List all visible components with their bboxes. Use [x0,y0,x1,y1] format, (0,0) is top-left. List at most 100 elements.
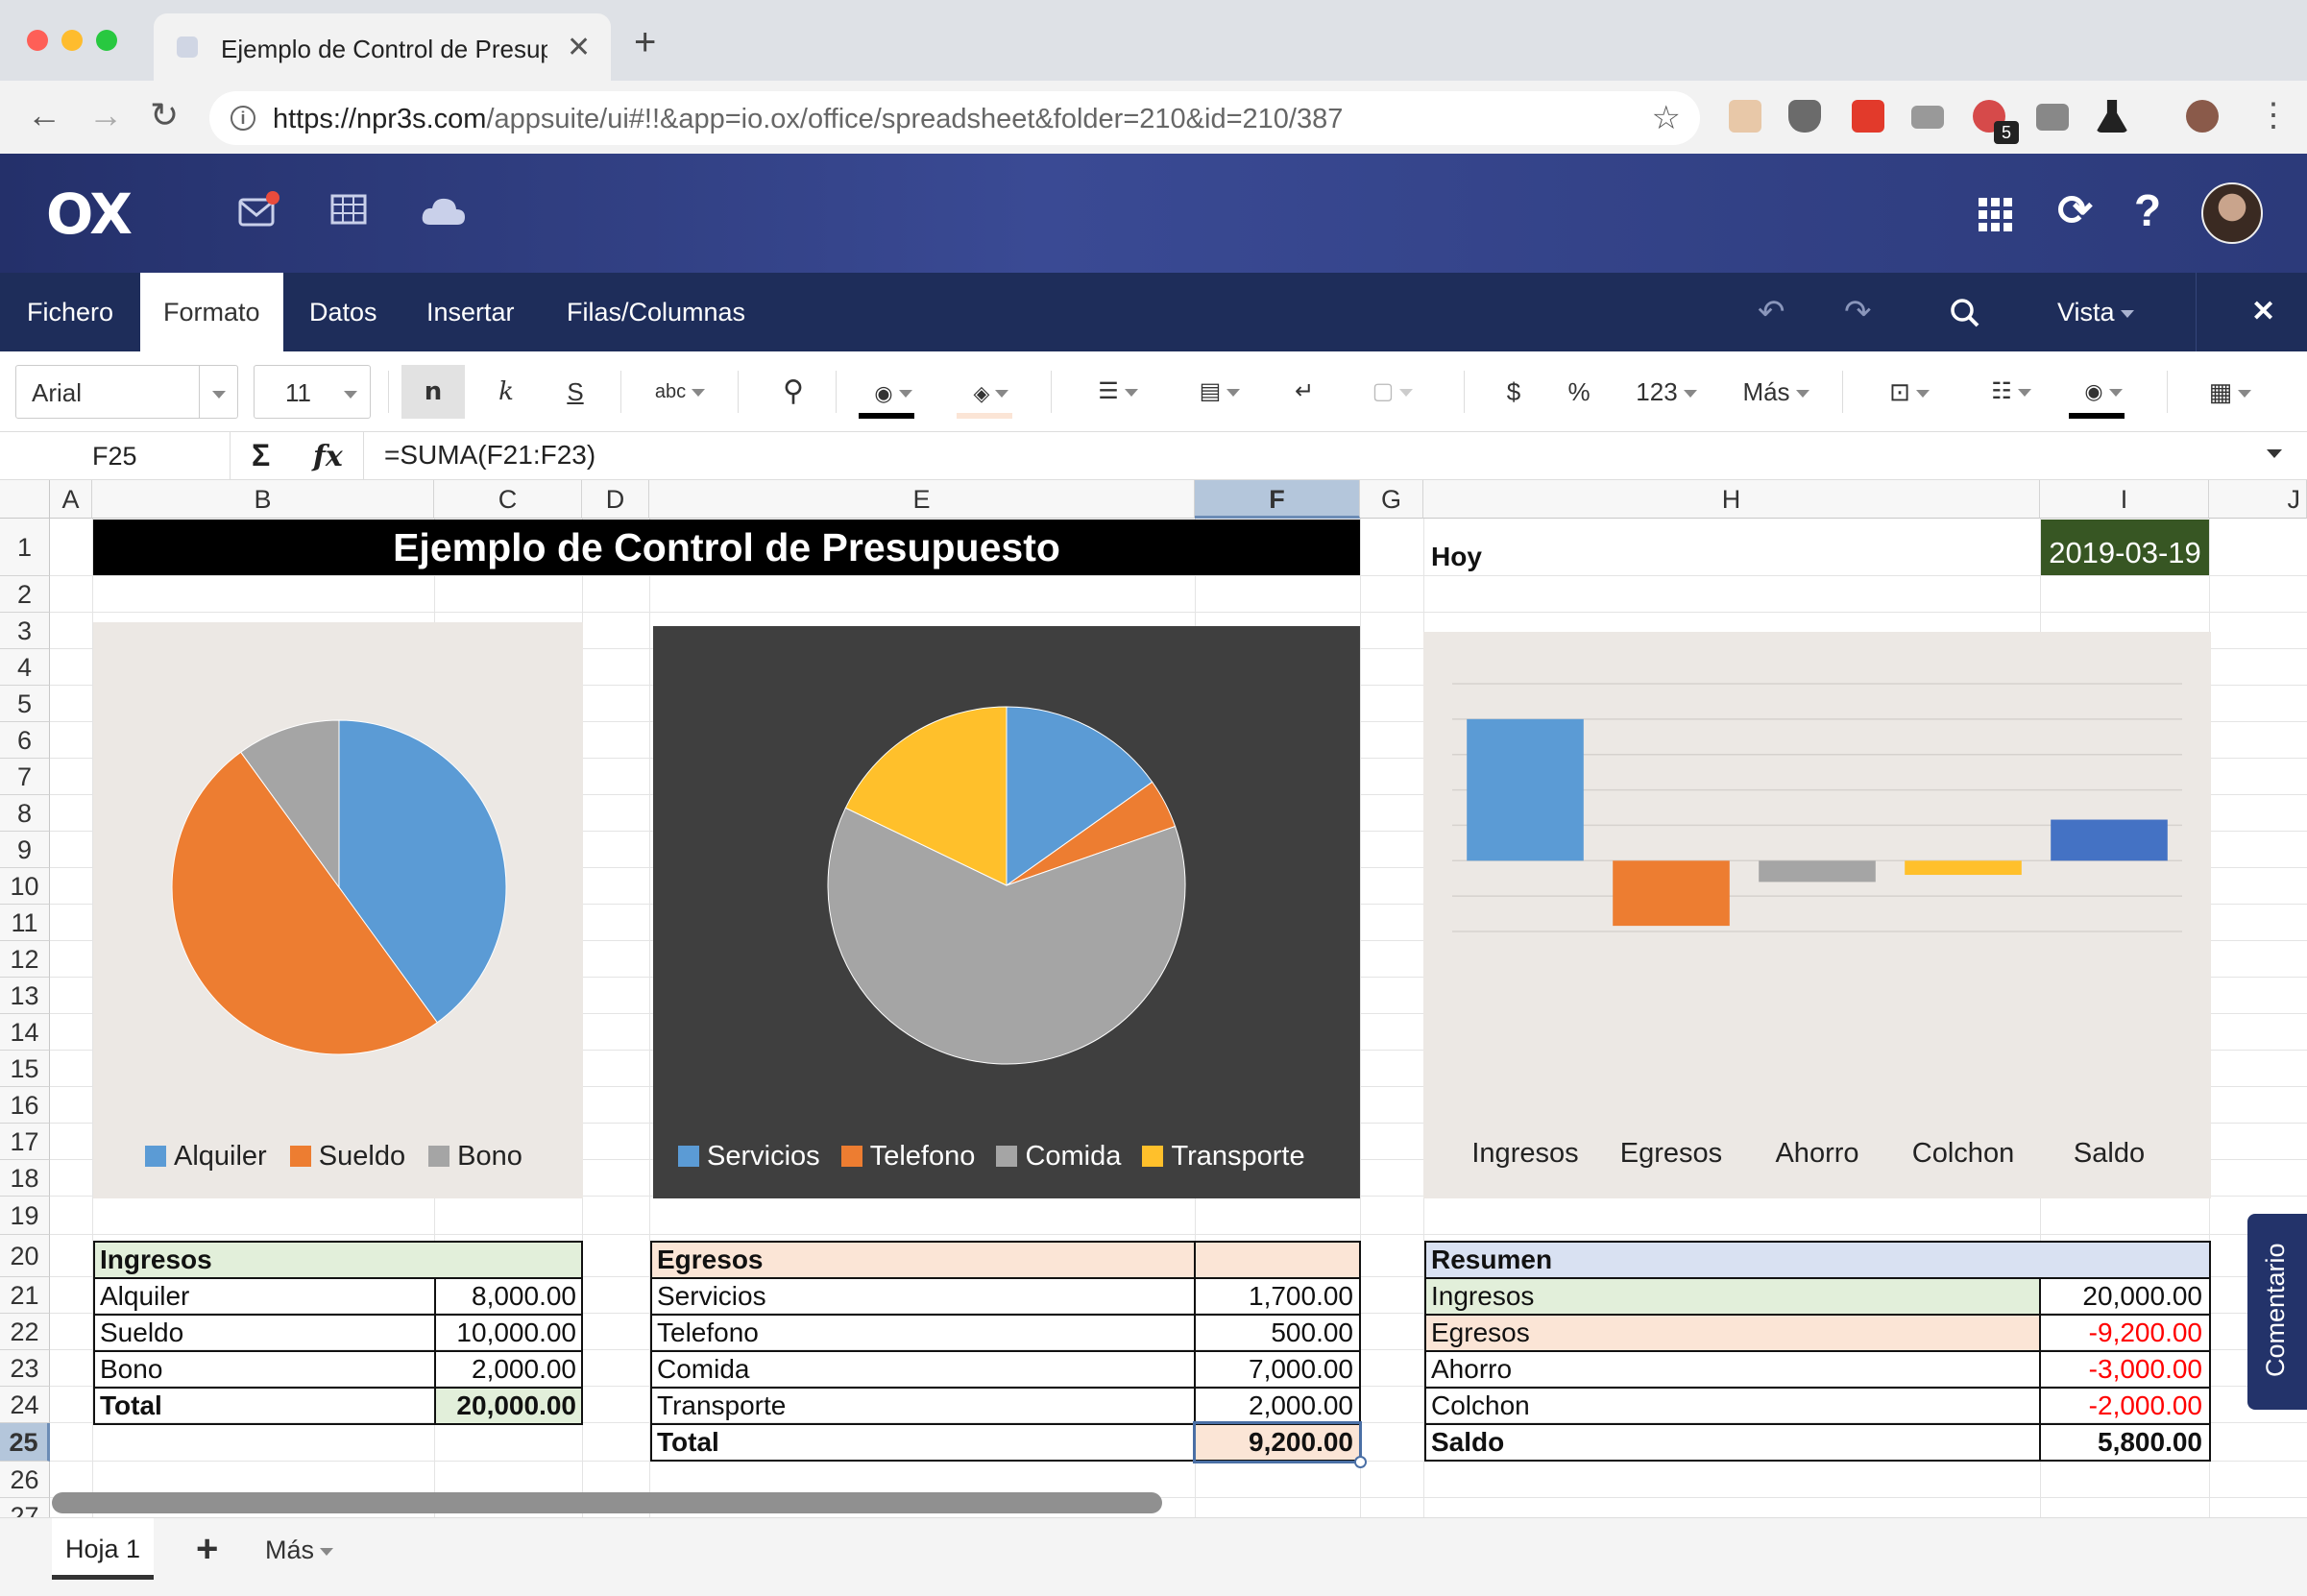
browser-menu-icon[interactable]: ⋮ [2257,97,2290,133]
row-header[interactable]: 1 [0,519,50,576]
egresos-row-value[interactable]: 2,000.00 [1249,1390,1353,1420]
row-header[interactable]: 19 [0,1197,50,1235]
bar-ingresos[interactable] [1467,718,1584,861]
ingresos-header[interactable]: Ingresos [100,1245,212,1274]
row-header[interactable]: 10 [0,868,50,905]
row-header[interactable]: 8 [0,795,50,832]
resumen-row-label[interactable]: Ahorro [1431,1354,1513,1384]
row-header[interactable]: 9 [0,832,50,868]
tab-insertar[interactable]: Insertar [426,298,515,326]
resumen-row-label[interactable]: Ingresos [1431,1281,1535,1311]
resumen-row-label[interactable]: Colchon [1431,1390,1530,1420]
tab-filas-columnas[interactable]: Filas/Columnas [567,298,746,326]
address-bar[interactable]: i https://npr3s.com/appsuite/ui#!!&app=i… [209,91,1700,145]
add-sheet-button[interactable]: + [196,1528,219,1570]
mail-extension-icon[interactable] [1911,106,1944,129]
ublock-shield-icon[interactable] [1788,100,1821,133]
row-header[interactable]: 16 [0,1087,50,1124]
comment-panel-tab[interactable]: Comentario [2247,1214,2307,1410]
reload-icon[interactable]: ↻ [150,95,180,134]
column-header-i[interactable]: I [2040,480,2209,519]
border-style-menu[interactable]: ☷ [1973,365,2050,419]
table-style-menu[interactable]: ▦ [2192,365,2269,419]
egresos-pie-chart[interactable]: Servicios Telefono Comida Transporte [653,626,1360,1198]
bar-colchon[interactable] [1905,860,2022,876]
font-size-select[interactable]: 11 [254,365,371,419]
column-header-h[interactable]: H [1423,480,2040,519]
sheet-title[interactable]: Ejemplo de Control de Presupuesto [93,520,1360,575]
egresos-row-label[interactable]: Comida [657,1354,750,1384]
browser-tab[interactable]: Ejemplo de Control de Presupu ✕ [154,13,611,81]
ox-logo[interactable]: OX [46,181,133,247]
egresos-row-label[interactable]: Servicios [657,1281,766,1311]
close-window-button[interactable] [27,30,48,51]
profile-avatar-icon[interactable] [2186,100,2219,133]
tab-close-icon[interactable]: ✕ [567,32,592,63]
selected-cell-f25[interactable] [1193,1421,1362,1463]
pie-slice-comida[interactable] [827,807,1186,1065]
pie-slice-transporte[interactable] [844,706,1008,886]
row-header[interactable]: 22 [0,1314,50,1350]
border-color-button[interactable]: ◉ [2063,365,2144,419]
format-painter-icon[interactable]: ⚲ [783,375,804,407]
borders-menu[interactable]: ⊡ [1873,365,1946,419]
merge-cells-menu[interactable]: ▢ [1354,365,1431,419]
resumen-row-value[interactable]: 20,000.00 [2082,1281,2202,1311]
number-format-menu[interactable]: 123 [1623,365,1710,419]
egresos-row-value[interactable]: 1,700.00 [1249,1281,1353,1311]
spreadsheet-grid[interactable]: A B C D E F G H I J 1 2 3 4 5 6 7 8 9 10 11 12 13 14 1… [0,480,2307,1517]
column-header-j[interactable]: J [2209,480,2307,519]
view-menu[interactable]: Vista [2057,273,2134,351]
feedly-extension-icon[interactable] [1852,100,1884,133]
ingresos-row-label[interactable]: Sueldo [100,1318,184,1347]
pie-slice-alquiler[interactable] [338,719,507,1024]
cell-reference-box[interactable]: F25 [0,432,231,480]
row-header[interactable]: 12 [0,941,50,978]
egresos-total-label[interactable]: Total [657,1427,719,1457]
app-launcher-grid-icon[interactable] [1977,196,2015,234]
tab-datos[interactable]: Datos [309,298,377,326]
ingresos-row-value[interactable]: 10,000.00 [456,1318,576,1347]
sheet-tab-hoja-1[interactable]: Hoja 1 [52,1518,154,1580]
column-header-e[interactable]: E [649,480,1195,519]
ingresos-row-value[interactable]: 2,000.00 [472,1354,576,1384]
egresos-header[interactable]: Egresos [657,1245,764,1274]
ingresos-pie-chart[interactable]: Alquiler Sueldo Bono [93,622,583,1198]
row-header[interactable]: 5 [0,686,50,722]
egresos-row-label[interactable]: Telefono [657,1318,759,1347]
bar-egresos[interactable] [1613,860,1730,927]
row-header[interactable]: 7 [0,759,50,795]
row-header[interactable]: 27 [0,1498,50,1517]
resumen-header[interactable]: Resumen [1431,1245,1553,1274]
egresos-row-value[interactable]: 500.00 [1271,1318,1353,1347]
column-header-b[interactable]: B [92,480,434,519]
italic-button[interactable]: k [498,377,514,406]
resumen-row-value[interactable]: -2,000.00 [2088,1390,2202,1420]
resumen-row-value[interactable]: -9,200.00 [2088,1318,2202,1347]
row-header[interactable]: 23 [0,1350,50,1387]
row-header[interactable]: 11 [0,905,50,941]
user-avatar[interactable] [2201,182,2263,244]
ingresos-row-value[interactable]: 8,000.00 [472,1281,576,1311]
row-header[interactable]: 25 [0,1423,50,1462]
row-header[interactable]: 17 [0,1124,50,1160]
flask-extension-icon[interactable] [2096,100,2128,133]
font-color-button[interactable]: ◉ [855,365,932,419]
row-header[interactable]: 26 [0,1462,50,1498]
bar-ahorro[interactable] [1759,860,1876,883]
function-button[interactable]: fx [313,440,343,473]
row-header[interactable]: 3 [0,613,50,649]
java-extension-icon[interactable] [1729,100,1761,133]
row-header[interactable]: 18 [0,1160,50,1197]
search-icon[interactable] [1950,298,1980,328]
wrap-text-icon[interactable]: ↵ [1294,378,1315,404]
column-header-g[interactable]: G [1360,480,1423,519]
pie-slice-bono[interactable] [240,719,340,889]
column-header-f[interactable]: F [1195,480,1360,519]
text-style-menu[interactable]: abc [642,365,718,419]
bookmark-star-icon[interactable]: ☆ [1651,100,1681,136]
back-arrow-icon[interactable]: ← [27,95,61,134]
egresos-row-label[interactable]: Transporte [657,1390,787,1420]
bold-button[interactable]: n [401,365,465,419]
egresos-total-value[interactable]: 9,200.00 [1249,1427,1353,1457]
